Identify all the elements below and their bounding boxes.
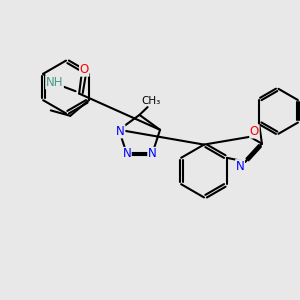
Text: N: N: [236, 160, 244, 173]
Text: N: N: [116, 125, 125, 138]
Text: NH: NH: [46, 76, 63, 89]
Text: O: O: [250, 125, 259, 138]
Text: N: N: [148, 148, 157, 160]
Text: O: O: [80, 63, 89, 76]
Text: N: N: [122, 148, 131, 160]
Text: CH₃: CH₃: [141, 95, 160, 106]
